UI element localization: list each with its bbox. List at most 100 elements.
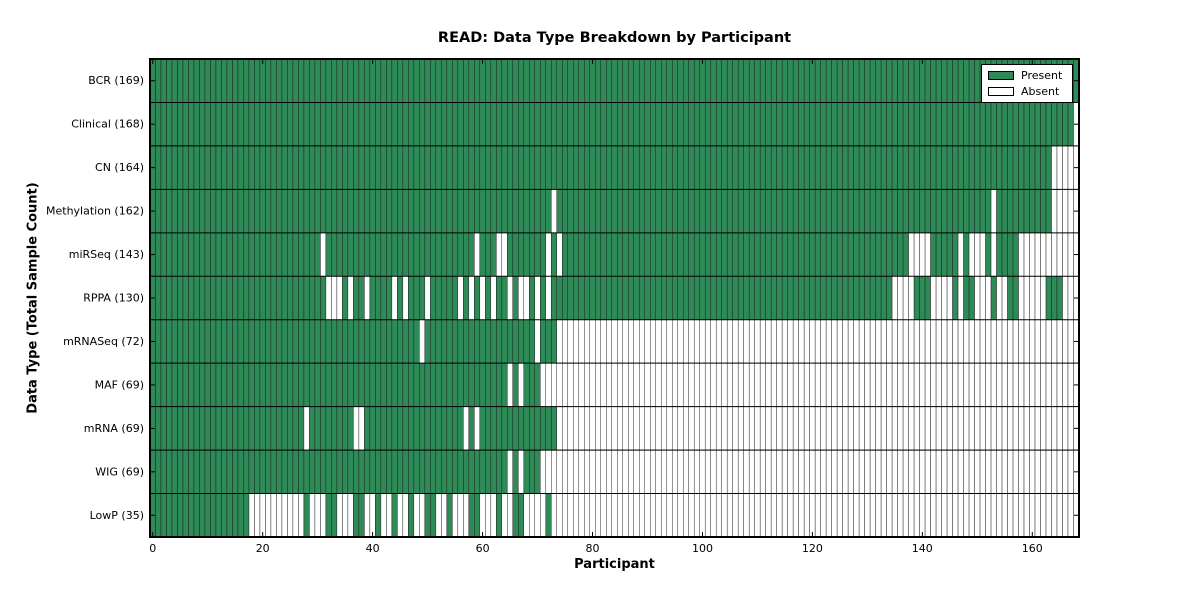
cell-RPPA-73 bbox=[551, 276, 558, 320]
cell-WIG-17 bbox=[243, 449, 250, 494]
cell-LowP-166 bbox=[1062, 493, 1069, 538]
cell-LowP-4 bbox=[171, 493, 178, 538]
cell-RPPA-86 bbox=[622, 276, 629, 320]
cell-MAF-31 bbox=[320, 362, 327, 407]
cell-RPPA-56 bbox=[457, 276, 464, 320]
cell-WIG-122 bbox=[820, 449, 827, 494]
cell-mRNA-44 bbox=[391, 406, 398, 451]
cell-mRNASeq-48 bbox=[413, 319, 420, 364]
cell-CN-98 bbox=[688, 145, 695, 190]
cell-mRNASeq-137 bbox=[902, 319, 909, 364]
cell-Clinical-146 bbox=[952, 102, 959, 147]
cell-Methylation-131 bbox=[869, 189, 876, 234]
cell-mRNA-63 bbox=[496, 406, 503, 451]
cell-Clinical-93 bbox=[660, 102, 667, 147]
cell-WIG-48 bbox=[413, 449, 420, 494]
cell-mRNASeq-24 bbox=[281, 319, 288, 364]
cell-miRSeq-20 bbox=[259, 232, 266, 277]
cell-mRNASeq-49 bbox=[419, 319, 426, 364]
cell-BCR-64 bbox=[501, 58, 508, 103]
cell-BCR-40 bbox=[369, 58, 376, 103]
cell-CN-119 bbox=[803, 145, 810, 190]
cell-RPPA-128 bbox=[853, 276, 860, 320]
cell-Methylation-143 bbox=[935, 189, 942, 234]
cell-CN-5 bbox=[177, 145, 184, 190]
cell-RPPA-75 bbox=[562, 276, 569, 320]
cell-BCR-138 bbox=[908, 58, 915, 103]
cell-miRSeq-117 bbox=[792, 232, 799, 277]
cell-RPPA-88 bbox=[633, 276, 640, 320]
cell-RPPA-18 bbox=[248, 276, 255, 320]
cell-mRNASeq-75 bbox=[562, 319, 569, 364]
row-label-RPPA: RPPA (130) bbox=[83, 292, 144, 305]
cell-miRSeq-138 bbox=[908, 232, 915, 277]
cell-RPPA-152 bbox=[985, 276, 992, 320]
cell-miRSeq-61 bbox=[485, 232, 492, 277]
cell-mRNA-67 bbox=[518, 406, 525, 451]
cell-BCR-88 bbox=[633, 58, 640, 103]
cell-mRNA-64 bbox=[501, 406, 508, 451]
cell-Methylation-70 bbox=[534, 189, 541, 234]
cell-Methylation-136 bbox=[897, 189, 904, 234]
cell-miRSeq-76 bbox=[567, 232, 574, 277]
cell-Methylation-19 bbox=[254, 189, 261, 234]
cell-mRNA-144 bbox=[941, 406, 948, 451]
cell-Methylation-100 bbox=[699, 189, 706, 234]
cell-RPPA-50 bbox=[424, 276, 431, 320]
cell-BCR-18 bbox=[248, 58, 255, 103]
cell-CN-115 bbox=[781, 145, 788, 190]
cell-MAF-132 bbox=[875, 362, 882, 407]
cell-WIG-68 bbox=[523, 449, 530, 494]
cell-WIG-126 bbox=[842, 449, 849, 494]
cell-miRSeq-49 bbox=[419, 232, 426, 277]
cell-miRSeq-4 bbox=[171, 232, 178, 277]
cell-BCR-42 bbox=[380, 58, 387, 103]
cell-mRNA-28 bbox=[303, 406, 310, 451]
cell-CN-154 bbox=[996, 145, 1003, 190]
cell-RPPA-112 bbox=[765, 276, 772, 320]
cell-miRSeq-13 bbox=[221, 232, 228, 277]
cell-Clinical-96 bbox=[677, 102, 684, 147]
cell-CN-122 bbox=[820, 145, 827, 190]
cell-CN-160 bbox=[1029, 145, 1036, 190]
cell-CN-12 bbox=[215, 145, 222, 190]
cell-miRSeq-45 bbox=[397, 232, 404, 277]
cell-WIG-89 bbox=[639, 449, 645, 494]
cell-RPPA-53 bbox=[441, 276, 448, 320]
cell-BCR-5 bbox=[177, 58, 184, 103]
cell-Clinical-100 bbox=[699, 102, 706, 147]
cell-Clinical-26 bbox=[292, 102, 299, 147]
cell-BCR-14 bbox=[226, 58, 233, 103]
cell-CN-158 bbox=[1018, 145, 1025, 190]
x-tick-label: 20 bbox=[256, 542, 270, 555]
legend-label-absent: Absent bbox=[1021, 85, 1060, 98]
cell-mRNA-115 bbox=[781, 406, 788, 451]
cell-mRNASeq-20 bbox=[259, 319, 266, 364]
cell-MAF-161 bbox=[1034, 362, 1041, 407]
cell-RPPA-36 bbox=[347, 276, 354, 320]
x-tick-label: 100 bbox=[692, 542, 713, 555]
cell-Methylation-123 bbox=[825, 189, 832, 234]
cell-MAF-54 bbox=[446, 362, 453, 407]
cell-LowP-124 bbox=[831, 493, 838, 538]
cell-LowP-72 bbox=[545, 493, 552, 538]
cell-WIG-3 bbox=[166, 449, 173, 494]
cell-miRSeq-79 bbox=[584, 232, 590, 277]
cell-CN-134 bbox=[886, 145, 893, 190]
cell-miRSeq-38 bbox=[358, 232, 365, 277]
cell-RPPA-149 bbox=[968, 276, 975, 320]
cell-mRNASeq-114 bbox=[776, 319, 783, 364]
cell-WIG-80 bbox=[589, 449, 596, 494]
cell-WIG-140 bbox=[919, 449, 926, 494]
cell-CN-76 bbox=[567, 145, 574, 190]
cell-mRNASeq-72 bbox=[545, 319, 552, 364]
cell-miRSeq-122 bbox=[820, 232, 827, 277]
cell-CN-73 bbox=[551, 145, 558, 190]
cell-MAF-99 bbox=[693, 362, 700, 407]
cell-WIG-90 bbox=[644, 449, 651, 494]
cell-Clinical-102 bbox=[710, 102, 717, 147]
cell-mRNASeq-66 bbox=[512, 319, 519, 364]
cell-RPPA-98 bbox=[688, 276, 695, 320]
cell-mRNASeq-44 bbox=[391, 319, 398, 364]
cell-miRSeq-154 bbox=[996, 232, 1003, 277]
